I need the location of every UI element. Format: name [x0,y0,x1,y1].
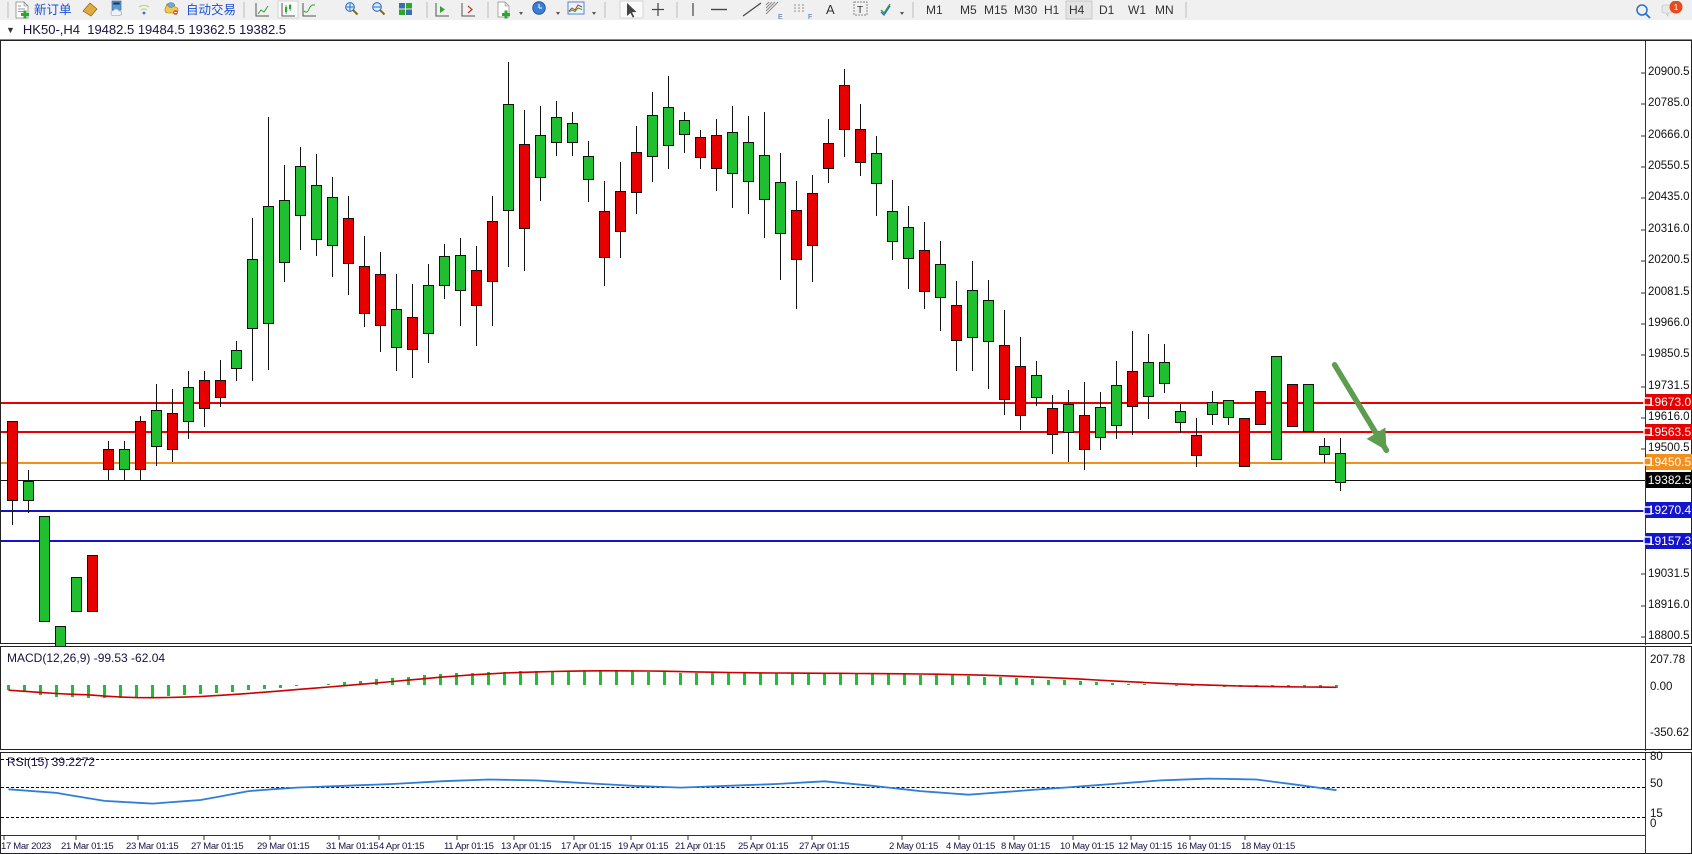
svg-text:H1: H1 [1044,3,1060,17]
svg-text:M1: M1 [926,3,943,17]
svg-text:D1: D1 [1099,3,1115,17]
svg-text:1: 1 [1674,2,1679,12]
svg-text:自动交易: 自动交易 [186,2,236,17]
svg-text:H4: H4 [1069,3,1085,17]
svg-text:MN: MN [1155,3,1174,17]
svg-text:新订单: 新订单 [34,2,72,17]
svg-text:A: A [826,2,835,17]
svg-text:M5: M5 [960,3,977,17]
svg-text:M30: M30 [1014,3,1038,17]
svg-text:W1: W1 [1128,3,1146,17]
svg-text:T: T [857,5,863,16]
svg-text:M15: M15 [984,3,1008,17]
